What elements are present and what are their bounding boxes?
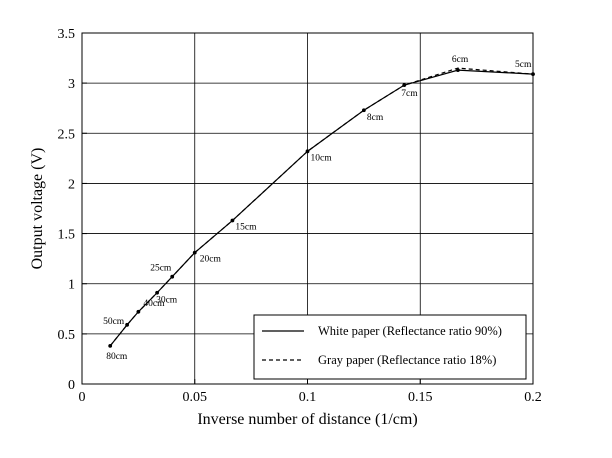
point-label: 25cm (150, 264, 172, 274)
x-axis-title: Inverse number of distance (1/cm) (197, 411, 417, 428)
data-point (170, 274, 175, 279)
y-tick-label: 1.5 (58, 228, 76, 243)
point-label: 40cm (143, 299, 165, 309)
axis-ticks: 0 0.05 0.1 0.15 0.2 0 0.5 1 1.5 2 2.5 3 3.5 (58, 27, 542, 405)
data-point (305, 149, 310, 154)
point-label: 10cm (311, 153, 333, 163)
y-tick-label: 2.5 (58, 127, 76, 142)
y-tick-label: 0 (68, 378, 75, 393)
point-label: 8cm (367, 113, 384, 123)
point-label: 30cm (156, 296, 178, 306)
data-point (402, 83, 407, 88)
point-label: 7cm (401, 89, 418, 99)
data-point (456, 68, 460, 73)
series-layer (108, 67, 535, 348)
x-tick-label: 0.15 (408, 390, 433, 405)
point-label: 6cm (452, 55, 469, 65)
legend-label-gray-paper: Gray paper (Reflectance ratio 18%) (318, 353, 496, 367)
data-point (361, 108, 366, 113)
x-tick-label: 0 (79, 390, 86, 405)
y-tick-label: 1 (68, 278, 75, 293)
data-point (108, 343, 113, 348)
data-point (531, 72, 535, 77)
data-point (192, 250, 197, 255)
y-tick-label: 3.5 (58, 27, 76, 42)
series-line-gray-paper (109, 67, 534, 347)
data-point (136, 309, 141, 314)
point-label: 50cm (103, 317, 125, 327)
x-tick-label: 0.2 (524, 390, 542, 405)
legend: White paper (Reflectance ratio 90%) Gray… (253, 314, 527, 380)
data-point (155, 290, 159, 295)
legend-box (253, 314, 527, 380)
y-tick-label: 0.5 (58, 328, 76, 343)
point-label: 5cm (515, 60, 532, 70)
x-tick-label: 0.1 (299, 390, 317, 405)
point-label: 15cm (235, 223, 257, 233)
y-axis-title: Output voltage (V) (29, 148, 46, 270)
data-point (230, 218, 235, 223)
y-tick-label: 3 (68, 77, 75, 92)
x-tick-label: 0.05 (183, 390, 208, 405)
point-label: 80cm (106, 352, 128, 362)
legend-label-white-paper: White paper (Reflectance ratio 90%) (318, 324, 502, 338)
data-point (125, 322, 129, 327)
y-tick-label: 2 (68, 177, 75, 192)
point-label: 20cm (200, 255, 222, 265)
